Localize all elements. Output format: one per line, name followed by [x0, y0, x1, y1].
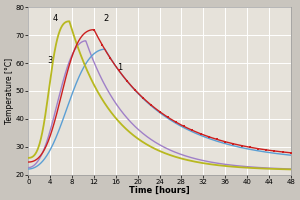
- Text: 1: 1: [117, 63, 122, 72]
- Y-axis label: Temperature [°C]: Temperature [°C]: [5, 58, 14, 124]
- Text: 4: 4: [53, 14, 58, 23]
- X-axis label: Time [hours]: Time [hours]: [129, 186, 190, 195]
- Text: 2: 2: [104, 14, 109, 23]
- Text: 3: 3: [47, 56, 53, 65]
